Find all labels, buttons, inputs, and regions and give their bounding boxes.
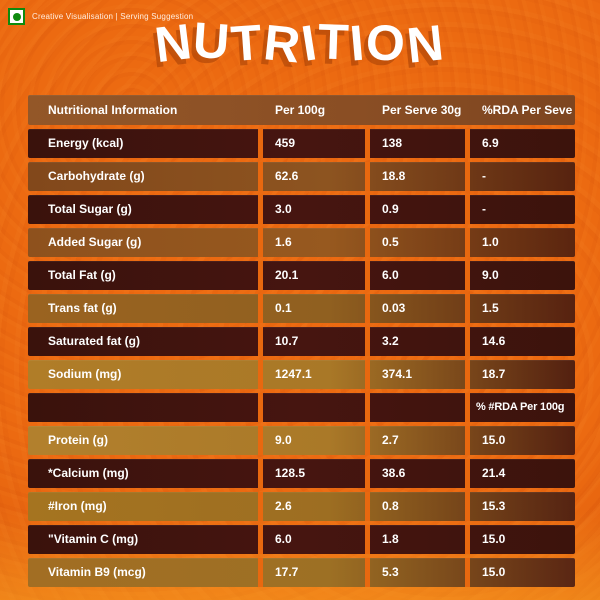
table-row: #Iron (mg) 2.6 0.8 15.3 [28, 492, 575, 521]
rda-value: - [465, 195, 575, 224]
top-note: Creative Visualisation | Serving Suggest… [8, 8, 193, 25]
per-100g-value: 3.0 [258, 195, 365, 224]
nutrient-label: Sodium (mg) [48, 367, 122, 381]
nutrition-table: Nutritional Information Per 100g Per Ser… [28, 95, 575, 591]
per-serve-value: 3.2 [365, 327, 465, 356]
per-100g-value: 128.5 [258, 459, 365, 488]
per-serve-value: 1.8 [365, 525, 465, 554]
nutrient-label [28, 393, 258, 422]
rda-value: 15.3 [465, 492, 575, 521]
rda-value: 1.5 [465, 294, 575, 323]
per-100g-value [258, 393, 365, 422]
nutrient-label: *Calcium (mg) [48, 466, 129, 480]
per-100g-value: 62.6 [258, 162, 365, 191]
page-title: NUTRITION [151, 11, 449, 74]
veg-dot-icon [12, 12, 21, 21]
table-row: Carbohydrate (g) 62.6 18.8 - [28, 162, 575, 191]
table-row: Saturated fat (g) 10.7 3.2 14.6 [28, 327, 575, 356]
table-row: Trans fat (g) 0.1 0.03 1.5 [28, 294, 575, 323]
rda-value: 18.7 [465, 360, 575, 389]
rda-value: 15.0 [465, 525, 575, 554]
header-per-serve-30g: Per Serve 30g [382, 103, 462, 117]
nutrient-label: Total Fat (g) [48, 268, 116, 282]
per-serve-value: 6.0 [365, 261, 465, 290]
nutrient-label: Protein (g) [48, 433, 108, 447]
rda-value: 15.0 [465, 426, 575, 455]
per-100g-value: 10.7 [258, 327, 365, 356]
table-row: "Vitamin C (mg) 6.0 1.8 15.0 [28, 525, 575, 554]
nutrient-label: Energy (kcal) [48, 136, 124, 150]
per-100g-value: 20.1 [258, 261, 365, 290]
per-serve-value: 5.3 [365, 558, 465, 587]
per-serve-value: 0.9 [365, 195, 465, 224]
rda-value: 9.0 [465, 261, 575, 290]
nutrient-label: Vitamin B9 (mcg) [48, 565, 146, 579]
per-serve-value: 0.8 [365, 492, 465, 521]
nutrient-label: Carbohydrate (g) [48, 169, 145, 183]
veg-symbol-icon [8, 8, 25, 25]
nutrient-label: Saturated fat (g) [48, 334, 141, 348]
per-100g-value: 1.6 [258, 228, 365, 257]
rda-value: 1.0 [465, 228, 575, 257]
table-row: Total Fat (g) 20.1 6.0 9.0 [28, 261, 575, 290]
table-row: Total Sugar (g) 3.0 0.9 - [28, 195, 575, 224]
table-row: *Calcium (mg) 128.5 38.6 21.4 [28, 459, 575, 488]
table-row: Protein (g) 9.0 2.7 15.0 [28, 426, 575, 455]
nutrient-label: Trans fat (g) [48, 301, 117, 315]
per-serve-value [365, 393, 465, 422]
per-serve-value: 18.8 [365, 162, 465, 191]
per-serve-value: 2.7 [365, 426, 465, 455]
per-serve-value: 0.03 [365, 294, 465, 323]
table-row: Energy (kcal) 459 138 6.9 [28, 129, 575, 158]
per-serve-value: 138 [365, 129, 465, 158]
header-rda-per-serve: %RDA Per Seve [482, 103, 573, 117]
per-100g-value: 6.0 [258, 525, 365, 554]
rda-value: 15.0 [465, 558, 575, 587]
nutrient-label: Added Sugar (g) [48, 235, 142, 249]
per-100g-value: 459 [258, 129, 365, 158]
nutrient-label: "Vitamin C (mg) [48, 532, 139, 546]
table-row: Added Sugar (g) 1.6 0.5 1.0 [28, 228, 575, 257]
per-100g-value: 17.7 [258, 558, 365, 587]
rda-value: % #RDA Per 100g [465, 393, 575, 422]
per-serve-value: 374.1 [365, 360, 465, 389]
per-serve-value: 38.6 [365, 459, 465, 488]
per-100g-value: 0.1 [258, 294, 365, 323]
rda-value: 21.4 [465, 459, 575, 488]
top-note-text: Creative Visualisation | Serving Suggest… [32, 12, 194, 21]
per-100g-value: 2.6 [258, 492, 365, 521]
table-header-row: Nutritional Information Per 100g Per Ser… [28, 95, 575, 125]
rda-value: 6.9 [465, 129, 575, 158]
per-100g-value: 1247.1 [258, 360, 365, 389]
rda-value: 14.6 [465, 327, 575, 356]
per-serve-value: 0.5 [365, 228, 465, 257]
rda-value: - [465, 162, 575, 191]
table-row: Vitamin B9 (mcg) 17.7 5.3 15.0 [28, 558, 575, 587]
table-row: % #RDA Per 100g [28, 393, 575, 422]
header-per-100g: Per 100g [275, 103, 326, 117]
nutrient-label: #Iron (mg) [48, 499, 107, 513]
table-row: Sodium (mg) 1247.1 374.1 18.7 [28, 360, 575, 389]
nutrient-label: Total Sugar (g) [48, 202, 132, 216]
per-100g-value: 9.0 [258, 426, 365, 455]
header-nutritional-information: Nutritional Information [48, 103, 178, 117]
